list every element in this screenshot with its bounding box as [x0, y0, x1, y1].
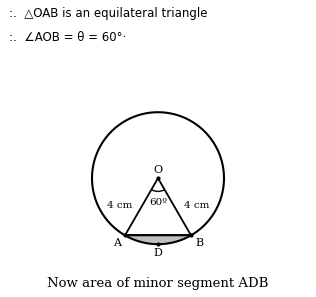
Text: B: B — [195, 238, 203, 248]
Text: :.  ∠AOB = θ = 60°·: :. ∠AOB = θ = 60°· — [9, 31, 127, 44]
Text: O: O — [154, 165, 162, 175]
Polygon shape — [125, 235, 191, 244]
Text: A: A — [113, 238, 121, 248]
Text: D: D — [154, 248, 162, 258]
Text: 4 cm: 4 cm — [184, 201, 209, 210]
Text: Now area of minor segment ADB: Now area of minor segment ADB — [47, 277, 269, 290]
Text: 4 cm: 4 cm — [107, 201, 132, 210]
Polygon shape — [125, 178, 191, 235]
Text: 60º: 60º — [149, 198, 167, 207]
Text: :.  △OAB is an equilateral triangle: :. △OAB is an equilateral triangle — [9, 7, 208, 20]
